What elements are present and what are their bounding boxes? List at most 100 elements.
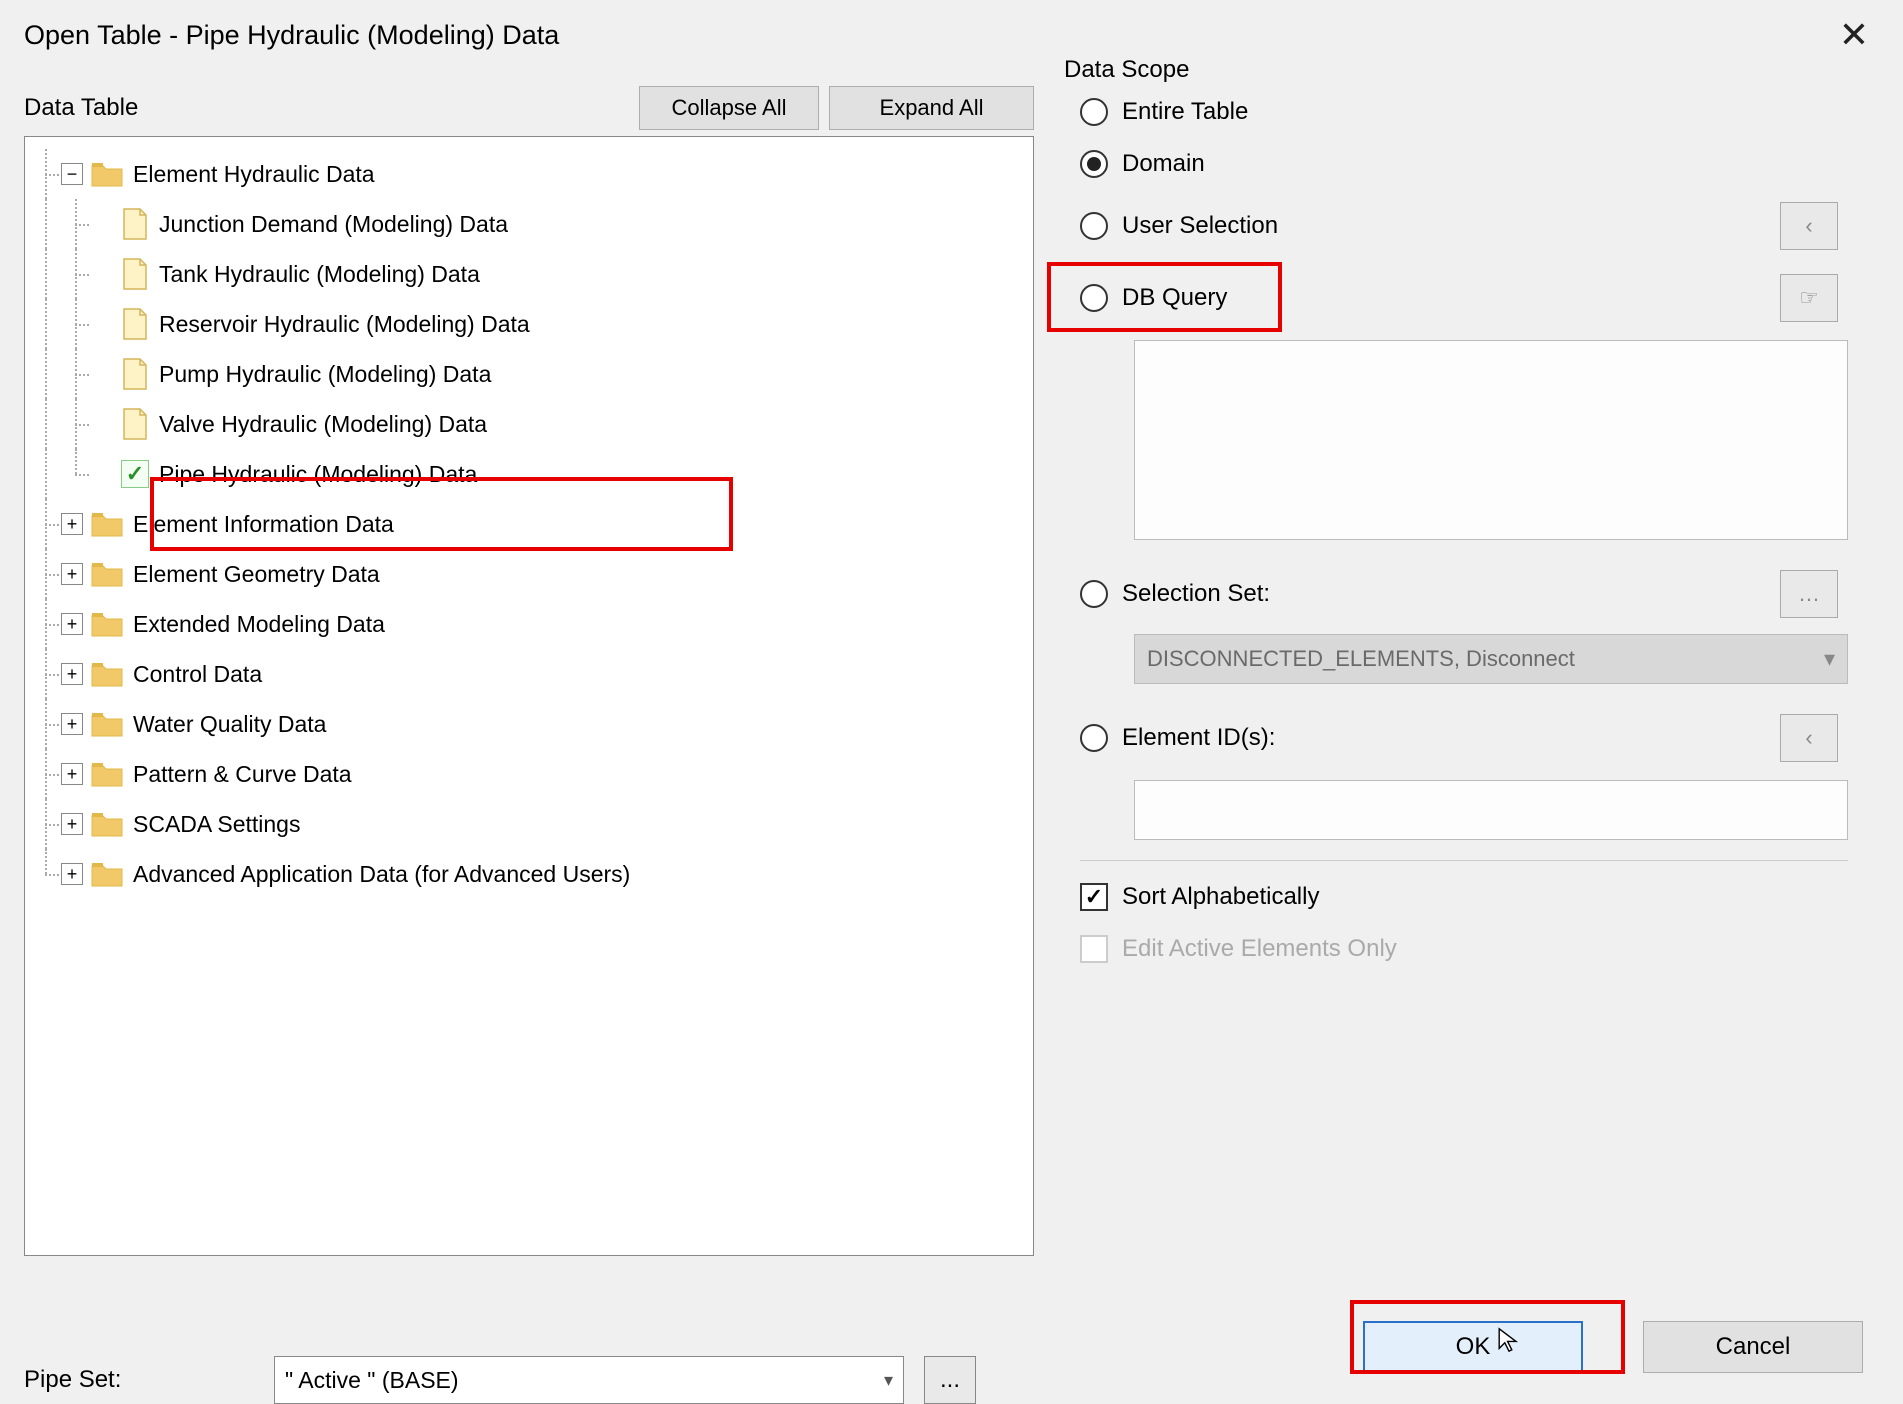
selection-set-browse-button[interactable]: … (1780, 570, 1838, 618)
tree-node-label: Pattern & Curve Data (133, 761, 352, 788)
ok-button[interactable]: OK (1363, 1321, 1583, 1373)
checkbox-icon: ✓ (1080, 935, 1108, 963)
tree-node[interactable]: Tank Hydraulic (Modeling) Data (31, 249, 1027, 299)
selection-set-combo[interactable]: DISCONNECTED_ELEMENTS, Disconnect ▾ (1134, 634, 1848, 684)
tree-expander[interactable]: + (61, 663, 83, 685)
pick-selection-button[interactable]: ‹ (1780, 202, 1838, 250)
tree-expander[interactable]: + (61, 863, 83, 885)
dialog-title: Open Table - Pipe Hydraulic (Modeling) D… (24, 20, 559, 51)
tree-node[interactable]: ✓ Pipe Hydraulic (Modeling) Data (31, 449, 1027, 499)
radio-label: Entire Table (1122, 98, 1248, 126)
radio-icon (1080, 580, 1108, 608)
radio-domain[interactable]: Domain (1064, 138, 1864, 190)
tree-expander[interactable]: + (61, 513, 83, 535)
tree-node[interactable]: Valve Hydraulic (Modeling) Data (31, 399, 1027, 449)
chevron-down-icon: ▾ (884, 1370, 893, 1391)
collapse-all-button[interactable]: Collapse All (639, 86, 819, 130)
radio-icon (1080, 98, 1108, 126)
dialog-footer: OK Cancel (1363, 1321, 1863, 1373)
radio-entire-table[interactable]: Entire Table (1064, 86, 1864, 138)
tree-expander[interactable]: + (61, 713, 83, 735)
cancel-button[interactable]: Cancel (1643, 1321, 1863, 1373)
db-query-textarea[interactable] (1134, 340, 1848, 540)
folder-icon (91, 761, 123, 787)
tree-node[interactable]: −Element Hydraulic Data (31, 149, 1027, 199)
tree-node[interactable]: + Advanced Application Data (for Advanced… (31, 849, 1027, 899)
tree-node-label: Pipe Hydraulic (Modeling) Data (159, 461, 477, 488)
pipe-set-row: Pipe Set: " Active " (BASE) ▾ ... (24, 1356, 1034, 1404)
check-label: Sort Alphabetically (1122, 883, 1319, 911)
tree-node-label: Water Quality Data (133, 711, 326, 738)
checkbox-icon: ✓ (1080, 883, 1108, 911)
radio-user-selection[interactable]: User Selection ‹ (1064, 190, 1864, 262)
data-table-tree[interactable]: −Element Hydraulic Data Junction Demand (… (24, 136, 1034, 1256)
folder-icon (91, 511, 123, 537)
tree-expander[interactable]: + (61, 813, 83, 835)
tree-node-label: Advanced Application Data (for Advanced … (133, 861, 630, 888)
tree-expander[interactable]: + (61, 563, 83, 585)
file-icon (121, 357, 149, 391)
sort-alphabetically-checkbox[interactable]: ✓ Sort Alphabetically (1064, 871, 1864, 923)
file-icon (121, 207, 149, 241)
radio-element-ids[interactable]: Element ID(s): ‹ (1064, 702, 1864, 774)
radio-icon (1080, 724, 1108, 752)
tree-node[interactable]: + Pattern & Curve Data (31, 749, 1027, 799)
folder-icon (91, 711, 123, 737)
folder-icon (91, 611, 123, 637)
tree-node[interactable]: + Element Information Data (31, 499, 1027, 549)
radio-icon (1080, 150, 1108, 178)
db-query-button[interactable]: ☞ (1780, 274, 1838, 322)
element-ids-pick-button[interactable]: ‹ (1780, 714, 1838, 762)
data-scope-header: Data Scope (1064, 56, 1201, 84)
element-ids-input[interactable] (1134, 780, 1848, 840)
file-icon (121, 307, 149, 341)
separator (1080, 860, 1848, 861)
data-table-header: Data Table (24, 94, 150, 122)
tree-node[interactable]: + Water Quality Data (31, 699, 1027, 749)
tree-node-label: Element Information Data (133, 511, 394, 538)
dialog-titlebar: Open Table - Pipe Hydraulic (Modeling) D… (0, 0, 1903, 76)
tree-node-label: Valve Hydraulic (Modeling) Data (159, 411, 487, 438)
tree-node[interactable]: Pump Hydraulic (Modeling) Data (31, 349, 1027, 399)
file-icon (121, 407, 149, 441)
tree-node-label: Element Geometry Data (133, 561, 380, 588)
tree-expander[interactable]: − (61, 163, 83, 185)
file-icon (121, 257, 149, 291)
check-label: Edit Active Elements Only (1122, 935, 1397, 963)
radio-selection-set[interactable]: Selection Set: … (1064, 558, 1864, 630)
pipe-set-browse-button[interactable]: ... (924, 1356, 976, 1404)
tree-expander[interactable]: + (61, 613, 83, 635)
selection-set-value: DISCONNECTED_ELEMENTS, Disconnect (1147, 646, 1575, 672)
tree-node[interactable]: + Element Geometry Data (31, 549, 1027, 599)
folder-icon (91, 561, 123, 587)
radio-icon (1080, 284, 1108, 312)
pipe-set-label: Pipe Set: (24, 1366, 254, 1394)
tree-node[interactable]: + Control Data (31, 649, 1027, 699)
pipe-set-value: " Active " (BASE) (285, 1367, 459, 1394)
radio-label: Domain (1122, 150, 1205, 178)
close-icon[interactable]: ✕ (1829, 14, 1879, 56)
edit-active-only-checkbox: ✓ Edit Active Elements Only (1064, 923, 1864, 975)
chevron-down-icon: ▾ (1824, 646, 1835, 672)
tree-node[interactable]: Junction Demand (Modeling) Data (31, 199, 1027, 249)
tree-expander[interactable]: + (61, 763, 83, 785)
tree-node[interactable]: +SCADA Settings (31, 799, 1027, 849)
tree-node[interactable]: Reservoir Hydraulic (Modeling) Data (31, 299, 1027, 349)
checked-file-icon: ✓ (121, 460, 149, 488)
tree-node-label: Junction Demand (Modeling) Data (159, 211, 508, 238)
folder-icon (91, 861, 123, 887)
tree-node-label: Extended Modeling Data (133, 611, 385, 638)
tree-node[interactable]: + Extended Modeling Data (31, 599, 1027, 649)
expand-all-button[interactable]: Expand All (829, 86, 1034, 130)
tree-node-label: Pump Hydraulic (Modeling) Data (159, 361, 491, 388)
folder-icon (91, 161, 123, 187)
data-table-group: Data Table Collapse All Expand All −Elem… (24, 76, 1034, 1326)
radio-icon (1080, 212, 1108, 240)
tree-node-label: Reservoir Hydraulic (Modeling) Data (159, 311, 530, 338)
data-scope-group: Data Scope Entire Table Domain User Sele… (1064, 76, 1864, 985)
pipe-set-combo[interactable]: " Active " (BASE) ▾ (274, 1356, 904, 1404)
tree-node-label: Tank Hydraulic (Modeling) Data (159, 261, 480, 288)
radio-db-query[interactable]: DB Query ☞ (1064, 262, 1864, 334)
tree-node-label: Control Data (133, 661, 262, 688)
radio-label: DB Query (1122, 284, 1227, 312)
